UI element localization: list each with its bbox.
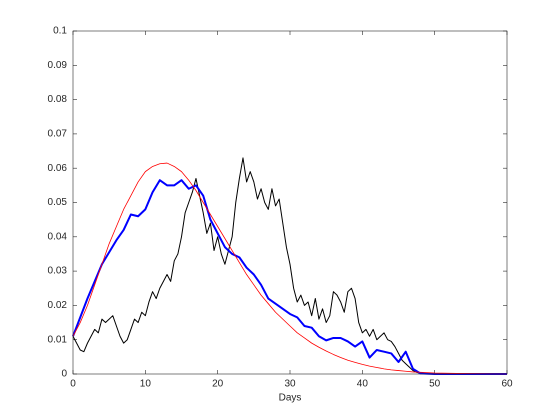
x-tick-label: 40 — [357, 379, 369, 390]
x-tick-label: 20 — [212, 379, 224, 390]
y-tick-label: 0.08 — [48, 94, 68, 105]
plot-area — [73, 31, 507, 374]
x-tick-label: 50 — [429, 379, 441, 390]
x-tick-label: 30 — [284, 379, 296, 390]
x-axis-label: Days — [279, 393, 302, 404]
x-tick-label: 60 — [501, 379, 513, 390]
y-tick-label: 0.09 — [48, 60, 68, 71]
line-series — [72, 179, 507, 375]
line-series — [72, 157, 507, 375]
y-tick-label: 0.06 — [48, 163, 68, 174]
y-tick-label: 0.05 — [48, 197, 68, 208]
y-tick-label: 0.1 — [53, 26, 67, 37]
line-series — [72, 162, 508, 375]
y-tick-label: 0.01 — [48, 334, 68, 345]
y-tick-label: 0.03 — [48, 266, 68, 277]
y-tick-label: 0.04 — [48, 231, 68, 242]
y-tick-label: 0.07 — [48, 129, 68, 140]
y-tick-label: 0.02 — [48, 300, 68, 311]
x-tick-label: 10 — [140, 379, 152, 390]
x-tick-label: 0 — [70, 379, 76, 390]
y-tick-label: 0 — [61, 369, 67, 380]
axes-box — [72, 30, 508, 375]
